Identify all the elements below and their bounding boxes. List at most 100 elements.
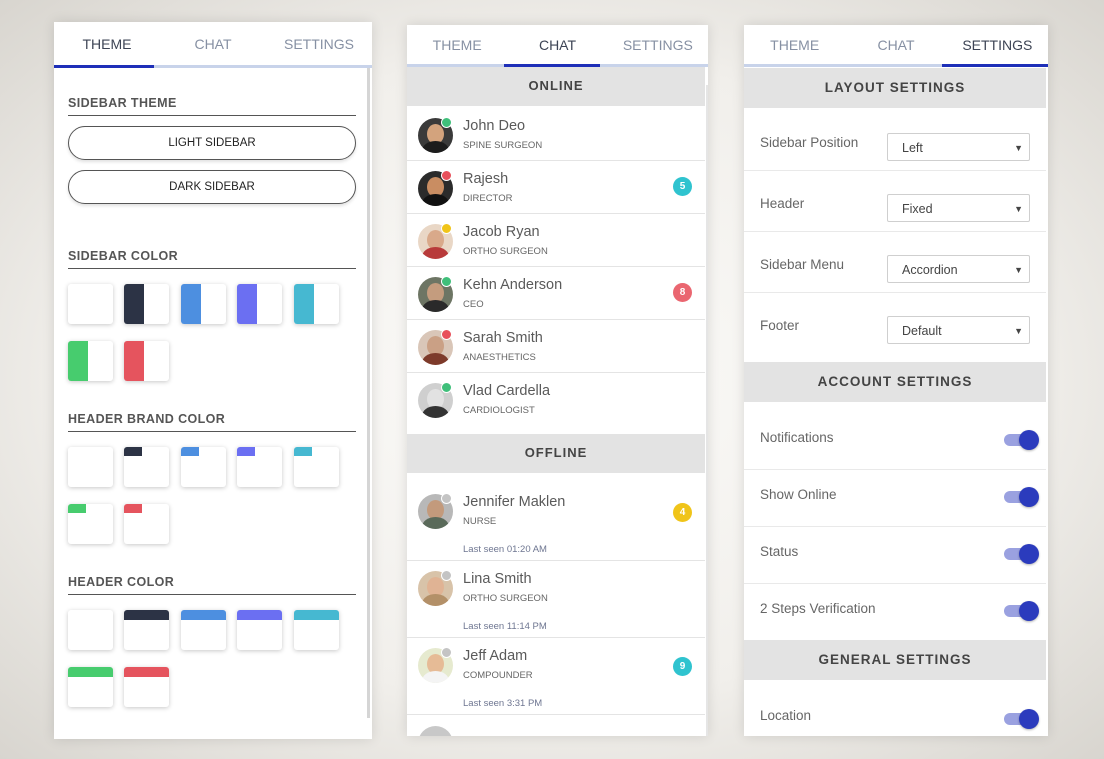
setting-row: Sidebar Menu Accordion ▼ <box>744 231 1046 293</box>
contact-item[interactable]: Jacob Ryan ORTHO SURGEON <box>407 213 705 267</box>
tab-settings[interactable]: SETTINGS <box>622 37 693 53</box>
caret-down-icon: ▼ <box>1014 326 1023 336</box>
setting-label: Sidebar Position <box>760 135 859 150</box>
sidebar-color-green[interactable] <box>68 341 113 381</box>
setting-label: Notifications <box>760 430 834 445</box>
dark-sidebar-button[interactable]: DARK SIDEBAR <box>68 170 356 204</box>
contact-name: Sarah Smith <box>463 330 543 346</box>
tab-chat[interactable]: CHAT <box>538 37 577 53</box>
theme-panel: THEME CHAT SETTINGS SIDEBAR THEME LIGHT … <box>54 22 372 739</box>
setting-row: Header Fixed ▼ <box>744 170 1046 232</box>
header-color-blue[interactable] <box>181 610 226 650</box>
unread-badge: 5 <box>673 177 692 196</box>
contact-item[interactable]: Kehn Anderson CEO 8 <box>407 266 705 320</box>
contact-name: Kehn Anderson <box>463 277 563 293</box>
sidebar-theme-title: SIDEBAR THEME <box>68 96 356 116</box>
header-select[interactable]: Fixed ▼ <box>887 194 1030 222</box>
contact-role: DIRECTOR <box>463 193 513 204</box>
tab-chat[interactable]: CHAT <box>194 36 232 52</box>
sidebar-menu-select[interactable]: Accordion ▼ <box>887 255 1030 283</box>
contact-role: ORTHO SURGEON <box>463 246 548 257</box>
avatar <box>418 726 453 736</box>
scrollbar[interactable] <box>367 68 370 718</box>
setting-row: Show Online <box>744 469 1046 527</box>
contact-item[interactable]: Vlad Cardella CARDIOLOGIST <box>407 372 705 425</box>
header-color-dark[interactable] <box>124 610 169 650</box>
active-tab-indicator <box>54 65 154 68</box>
contact-name: Rajesh <box>463 171 509 187</box>
notifications-toggle[interactable] <box>1004 428 1039 452</box>
unread-badge: 8 <box>673 283 692 302</box>
contact-item[interactable]: Lina Smith ORTHO SURGEON Last seen 11:14… <box>407 560 705 638</box>
status-toggle[interactable] <box>1004 542 1039 566</box>
status-dot <box>441 382 452 393</box>
setting-label: Sidebar Menu <box>760 257 845 272</box>
brand-color-indigo[interactable] <box>237 447 282 487</box>
two-step-verification-toggle[interactable] <box>1004 599 1039 623</box>
scrollbar[interactable] <box>706 85 708 736</box>
header-color-red[interactable] <box>124 667 169 707</box>
tab-settings[interactable]: SETTINGS <box>283 36 354 52</box>
sidebar-color-red[interactable] <box>124 341 169 381</box>
setting-label: 2 Steps Verification <box>760 601 876 616</box>
footer-select[interactable]: Default ▼ <box>887 316 1030 344</box>
caret-down-icon: ▼ <box>1014 204 1023 214</box>
contact-item[interactable]: Jeff Adam COMPOUNDER Last seen 3:31 PM 9 <box>407 637 705 715</box>
setting-label: Header <box>760 196 805 211</box>
status-dot <box>441 117 452 128</box>
contact-item[interactable] <box>407 715 705 736</box>
brand-color-cyan[interactable] <box>294 447 339 487</box>
online-header: ONLINE <box>407 67 705 106</box>
location-toggle[interactable] <box>1004 707 1039 731</box>
select-value: Accordion <box>902 263 958 277</box>
tab-chat[interactable]: CHAT <box>877 37 915 53</box>
avatar <box>418 277 453 312</box>
tab-settings[interactable]: SETTINGS <box>962 37 1033 53</box>
sidebar-color-blue[interactable] <box>181 284 226 324</box>
header-color-cyan[interactable] <box>294 610 339 650</box>
last-seen: Last seen 3:31 PM <box>463 698 543 709</box>
contact-name: Jeff Adam <box>463 648 528 664</box>
brand-color-white[interactable] <box>68 447 113 487</box>
setting-row: Sidebar Position Left ▼ <box>744 109 1046 171</box>
tab-bar: THEME CHAT SETTINGS <box>407 25 708 67</box>
show-online-toggle[interactable] <box>1004 485 1039 509</box>
tab-theme[interactable]: THEME <box>82 36 132 52</box>
active-tab-indicator <box>942 64 1048 67</box>
offline-header: OFFLINE <box>407 434 705 473</box>
contact-item[interactable]: Sarah Smith ANAESTHETICS <box>407 319 705 373</box>
status-dot <box>441 223 452 234</box>
contact-item[interactable]: Rajesh DIRECTOR 5 <box>407 160 705 214</box>
status-dot <box>441 647 452 658</box>
brand-color-red[interactable] <box>124 504 169 544</box>
setting-label: Status <box>760 544 799 559</box>
contact-role: COMPOUNDER <box>463 670 533 681</box>
contact-item[interactable]: John Deo SPINE SURGEON <box>407 107 705 161</box>
last-seen: Last seen 11:14 PM <box>463 621 547 632</box>
tab-theme[interactable]: THEME <box>770 37 820 53</box>
contact-item[interactable]: Jennifer Maklen NURSE Last seen 01:20 AM… <box>407 483 705 561</box>
select-value: Default <box>902 324 942 338</box>
sidebar-color-indigo[interactable] <box>237 284 282 324</box>
brand-color-blue[interactable] <box>181 447 226 487</box>
header-color-green[interactable] <box>68 667 113 707</box>
chat-panel: THEME CHAT SETTINGS ONLINE John Deo SPIN… <box>407 25 708 736</box>
setting-label: Show Online <box>760 487 837 502</box>
sidebar-position-select[interactable]: Left ▼ <box>887 133 1030 161</box>
sidebar-color-cyan[interactable] <box>294 284 339 324</box>
contact-name: Jacob Ryan <box>463 224 540 240</box>
tab-bar: THEME CHAT SETTINGS <box>54 22 372 68</box>
status-dot <box>441 276 452 287</box>
header-color-title: HEADER COLOR <box>68 575 356 595</box>
setting-label: Footer <box>760 318 800 333</box>
brand-color-green[interactable] <box>68 504 113 544</box>
light-sidebar-button[interactable]: LIGHT SIDEBAR <box>68 126 356 160</box>
brand-color-dark[interactable] <box>124 447 169 487</box>
sidebar-color-dark[interactable] <box>124 284 169 324</box>
header-color-white[interactable] <box>68 610 113 650</box>
setting-row: Location <box>744 691 1046 736</box>
header-color-indigo[interactable] <box>237 610 282 650</box>
sidebar-color-white[interactable] <box>68 284 113 324</box>
tab-theme[interactable]: THEME <box>432 37 482 53</box>
sidebar-color-title: SIDEBAR COLOR <box>68 249 356 269</box>
